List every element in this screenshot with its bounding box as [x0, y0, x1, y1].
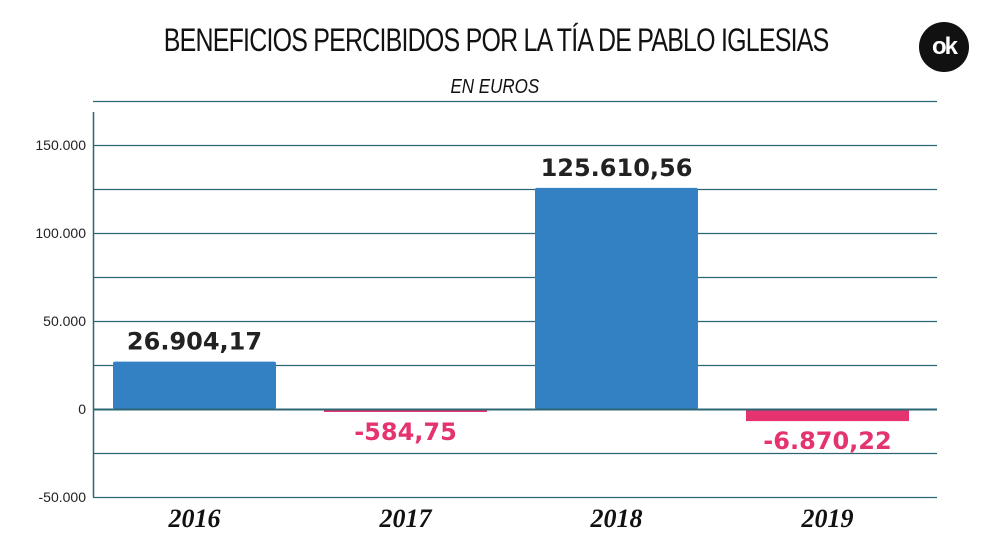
data-label: 26.904,17 [127, 328, 262, 356]
bar [535, 187, 698, 409]
data-label: -584,75 [354, 418, 457, 446]
x-tick-label: 2018 [590, 504, 643, 533]
axes [92, 112, 937, 497]
brand-logo: ok [919, 22, 969, 72]
data-label: -6.870,22 [763, 427, 891, 455]
y-tick-label: -50.000 [39, 489, 87, 505]
x-tick-label: 2016 [168, 504, 221, 533]
data-label: 125.610,56 [541, 154, 693, 182]
x-tick-label: 2019 [801, 504, 854, 533]
x-tick-label: 2017 [379, 504, 433, 533]
bar [746, 409, 909, 422]
bar [113, 361, 276, 409]
brand-logo-text: ok [931, 33, 958, 60]
labels: 150.000 100.000 50.000 0 -50.000 26.904,17 201… [35, 137, 891, 533]
chart-title: BENEFICIOS PERCIBIDOS POR LA TÍA DE PABL… [163, 22, 830, 58]
y-tick-label: 100.000 [35, 225, 86, 241]
y-tick-label: 0 [78, 401, 86, 417]
bars [113, 187, 909, 422]
chart-subtitle: EN EUROS [450, 76, 540, 98]
y-tick-label: 150.000 [35, 137, 86, 153]
y-tick-label: 50.000 [43, 313, 86, 329]
